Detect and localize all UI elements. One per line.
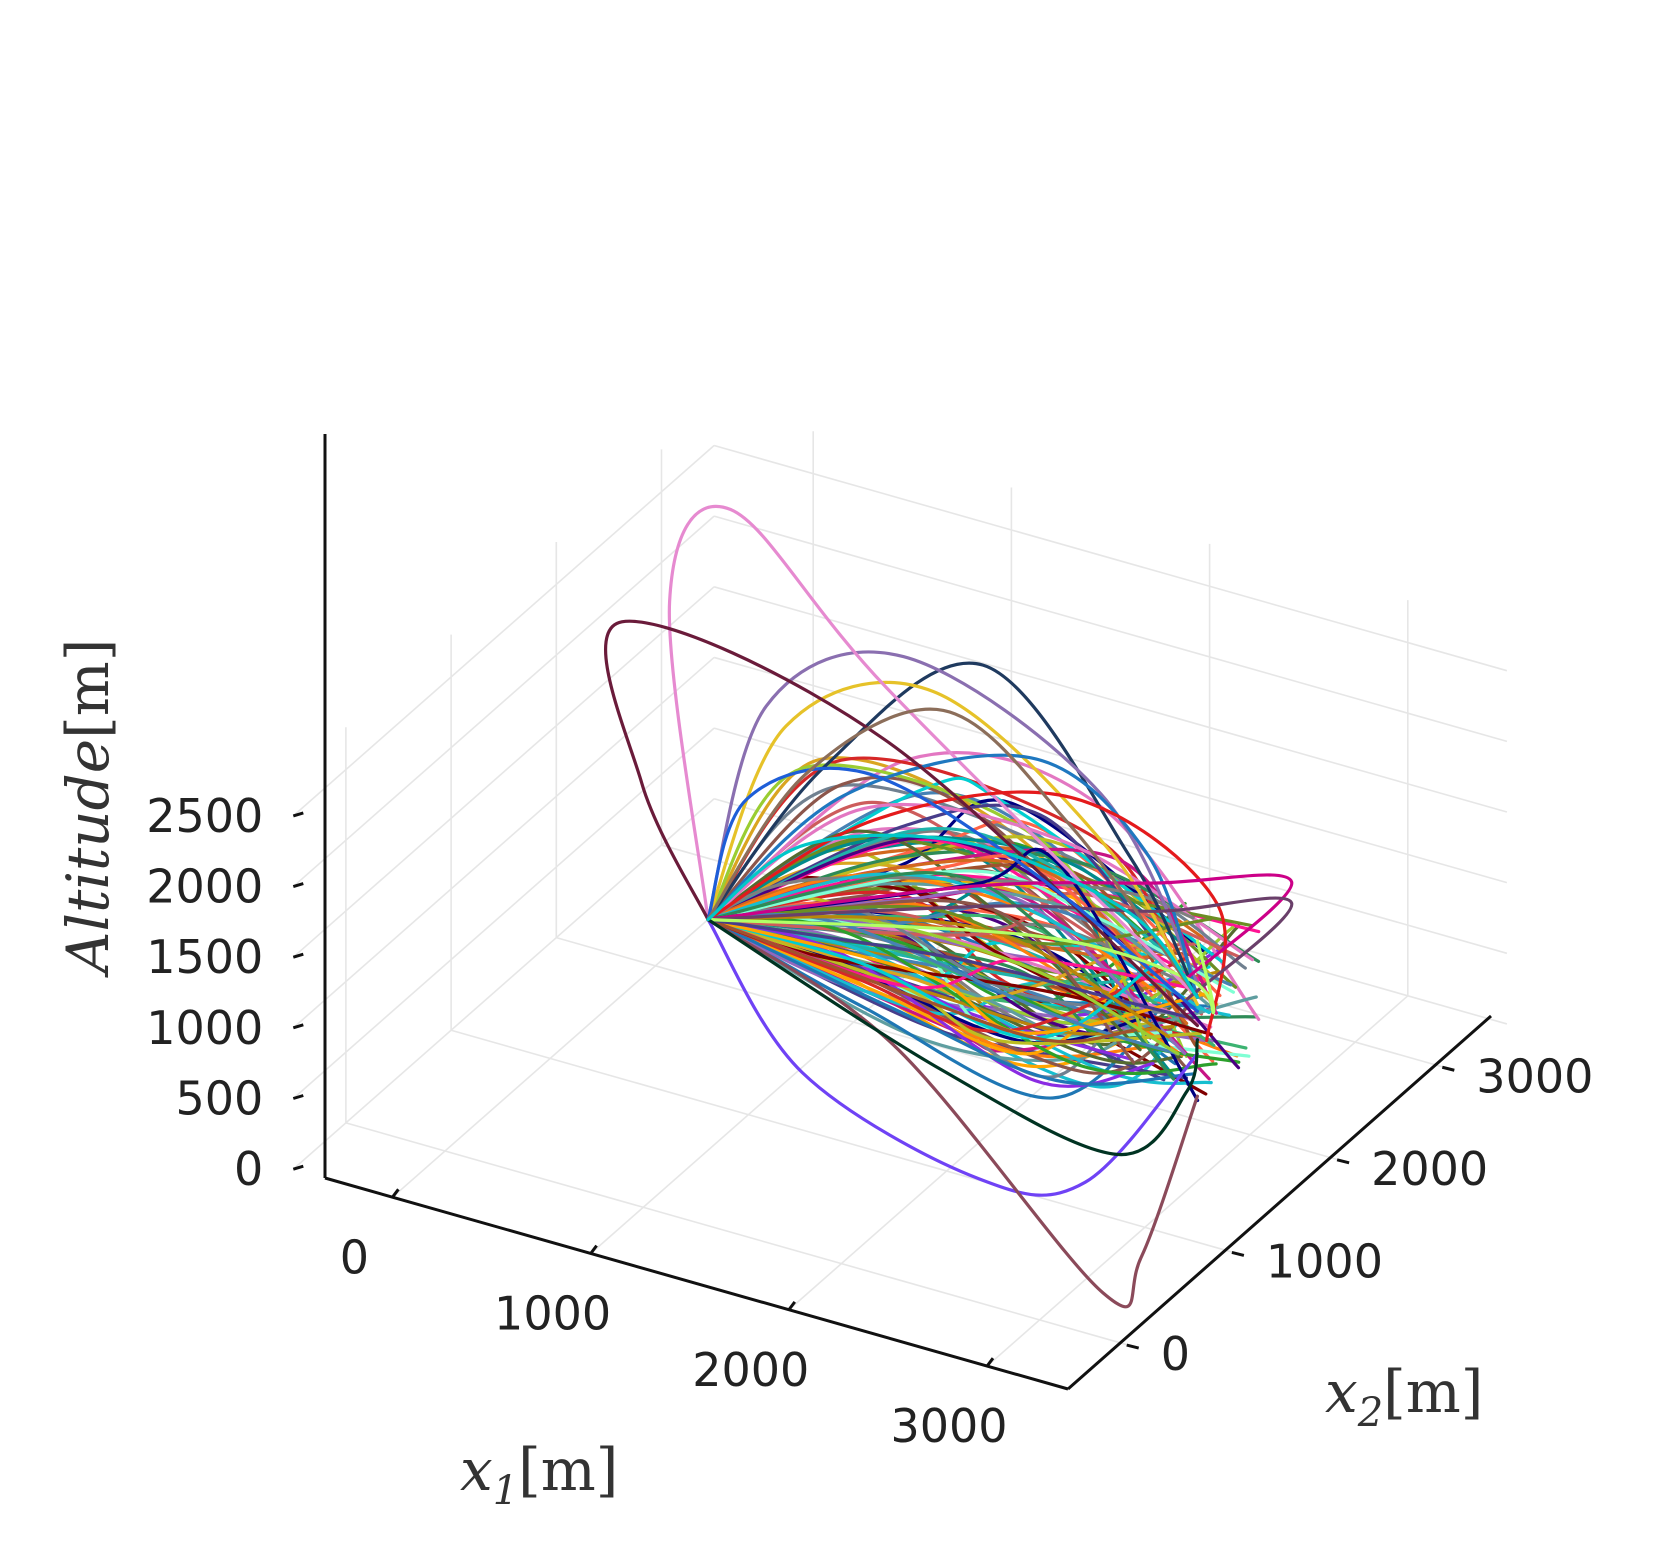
trajectory-line-highlight-9 xyxy=(706,766,1199,1013)
trajectory-line-highlight-2 xyxy=(706,650,1199,985)
trajectory-line-109 xyxy=(706,873,1157,993)
trajectory-line-highlight-7 xyxy=(706,896,1294,1002)
backwall-grid-z-0 xyxy=(292,798,715,1170)
x2-tick-mark-3000 xyxy=(1441,1065,1455,1072)
sidewall-grid-z-2500 xyxy=(713,444,1508,672)
trajectory-line-106 xyxy=(706,858,1189,1025)
x1-tick-mark-1000 xyxy=(589,1244,598,1255)
trajectory-line-126 xyxy=(706,917,1138,1044)
backwall-grid-z-2500 xyxy=(292,444,715,817)
z-tick-mark-2000 xyxy=(292,882,304,888)
z-tick-mark-2500 xyxy=(292,811,304,818)
z-tick-label-500: 500 xyxy=(175,1072,263,1126)
trajectory-line-111 xyxy=(706,917,1189,1033)
x1-axis-line xyxy=(324,1176,1069,1391)
trajectory-line-124 xyxy=(706,904,1213,946)
z-tick-mark-1500 xyxy=(292,952,304,959)
trajectory-line-116 xyxy=(706,917,1202,1046)
trajectory-line-125 xyxy=(706,913,1180,1056)
x1-tick-mark-0 xyxy=(391,1188,400,1199)
x2-tick-label-0: 0 xyxy=(1161,1327,1190,1381)
x2-tick-label-3000: 3000 xyxy=(1476,1049,1593,1103)
floor-grid-y-2000 xyxy=(556,936,1350,1164)
backwall-grid-z-500 xyxy=(292,727,715,1100)
trajectory-line-highlight-14 xyxy=(706,917,1199,1157)
trajectory-line-highlight-4 xyxy=(706,753,1199,999)
floor-grid-y-0 xyxy=(345,1122,1139,1349)
trajectory-line-highlight-3 xyxy=(667,504,1199,999)
trajectory-line-highlight-12 xyxy=(706,917,1216,1015)
x1-tick-label-3000: 3000 xyxy=(890,1399,1007,1453)
trajectory-line-highlight-11 xyxy=(706,917,1199,1309)
trajectory-line-highlight-0 xyxy=(706,661,1199,999)
x1-tick-mark-3000 xyxy=(985,1357,995,1368)
trajectory-line-117 xyxy=(706,872,1211,1015)
sidewall-grid-z-1000 xyxy=(713,656,1508,884)
trajectory-line-highlight-10 xyxy=(706,917,1199,1197)
axes-layer xyxy=(323,434,1492,1391)
z-tick-label-1000: 1000 xyxy=(146,1001,263,1055)
trajectory-line-highlight-15 xyxy=(706,833,1199,999)
x2-tick-mark-0 xyxy=(1126,1343,1140,1350)
trajectory-line-highlight-1 xyxy=(706,680,1199,1006)
z-axis-title: Altitude[m] xyxy=(54,639,122,979)
x1-axis-title: x1[m] xyxy=(460,1436,618,1514)
trajectory-line-107 xyxy=(706,869,1235,994)
sidewall-grid-z-2000 xyxy=(713,515,1508,743)
x1-tick-label-1000: 1000 xyxy=(494,1287,611,1341)
backwall-grid-z-1000 xyxy=(292,656,715,1029)
x2-tick-label-2000: 2000 xyxy=(1371,1142,1488,1196)
trajectory-line-123 xyxy=(706,917,1210,1035)
trajectory-line-129 xyxy=(706,915,1171,1039)
trajectory-line-highlight-6 xyxy=(706,873,1294,980)
x1-tick-mark-2000 xyxy=(787,1301,796,1311)
x1-tick-label-0: 0 xyxy=(340,1230,369,1284)
x2-tick-mark-1000 xyxy=(1231,1250,1245,1257)
sidewall-grid-z-1500 xyxy=(713,586,1508,813)
x2-axis-line xyxy=(1067,1014,1492,1391)
z-tick-label-0: 0 xyxy=(234,1142,263,1196)
trajectory-line-highlight-5 xyxy=(706,790,1227,1043)
x2-axis-title: x2[m] xyxy=(1325,1358,1483,1436)
trajectory-line-128 xyxy=(706,917,1194,1020)
x2-tick-mark-2000 xyxy=(1336,1158,1350,1165)
x2-tick-label-1000: 1000 xyxy=(1266,1234,1383,1288)
z-tick-label-2500: 2500 xyxy=(146,789,263,843)
trajectory-line-108 xyxy=(706,917,1196,1086)
x1-tick-label-2000: 2000 xyxy=(692,1343,809,1397)
ticks-layer: 0 500 1000 1500 2000 2500 0 1000 2000 3000 0 1000 20… xyxy=(146,789,1593,1453)
trajectory-line-highlight-8 xyxy=(604,619,1199,1028)
floor-grid-x-3000 xyxy=(986,995,1409,1367)
z-tick-label-1500: 1500 xyxy=(146,930,263,984)
trajectory-line-highlight-13 xyxy=(706,707,1199,999)
series-layer xyxy=(604,504,1294,1309)
z-tick-mark-1000 xyxy=(292,1023,304,1030)
z-tick-mark-500 xyxy=(292,1094,304,1100)
z-tick-mark-0 xyxy=(292,1164,304,1171)
trajectory-line-99 xyxy=(706,891,1241,959)
floor-grid-y-1000 xyxy=(450,1029,1245,1257)
trajectory-line-101 xyxy=(706,903,1183,1016)
backwall-grid-z-1500 xyxy=(292,586,715,958)
backwall-grid-z-2000 xyxy=(292,515,715,888)
z-tick-label-2000: 2000 xyxy=(146,860,263,914)
